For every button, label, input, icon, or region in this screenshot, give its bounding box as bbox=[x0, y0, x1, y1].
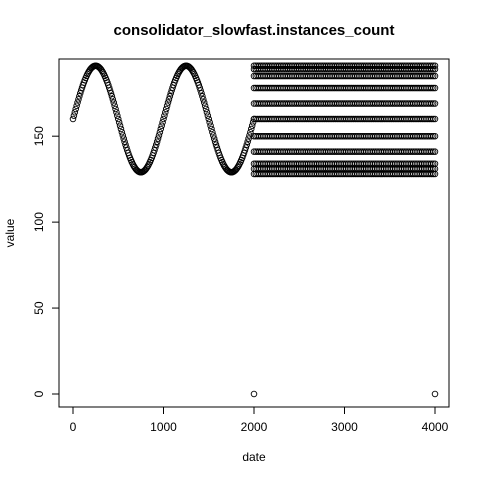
x-axis-label: date bbox=[242, 450, 266, 464]
x-axis: 0 1000 2000 3000 4000 bbox=[70, 407, 449, 434]
x-tick-label: 3000 bbox=[331, 420, 358, 434]
data-point bbox=[432, 391, 438, 397]
x-tick-label: 2000 bbox=[241, 420, 268, 434]
x-tick-label: 1000 bbox=[150, 420, 177, 434]
x-tick-label: 0 bbox=[70, 420, 77, 434]
x-tick-label: 4000 bbox=[422, 420, 449, 434]
y-tick-label: 150 bbox=[32, 126, 46, 146]
y-axis: 0 50 100 150 bbox=[32, 126, 59, 397]
y-tick-label: 0 bbox=[32, 390, 46, 397]
data-points bbox=[70, 63, 438, 397]
y-axis-label: value bbox=[3, 218, 17, 247]
data-point bbox=[251, 391, 257, 397]
chart-title: consolidator_slowfast.instances_count bbox=[114, 22, 395, 39]
y-tick-label: 100 bbox=[32, 212, 46, 232]
y-tick-label: 50 bbox=[32, 301, 46, 315]
